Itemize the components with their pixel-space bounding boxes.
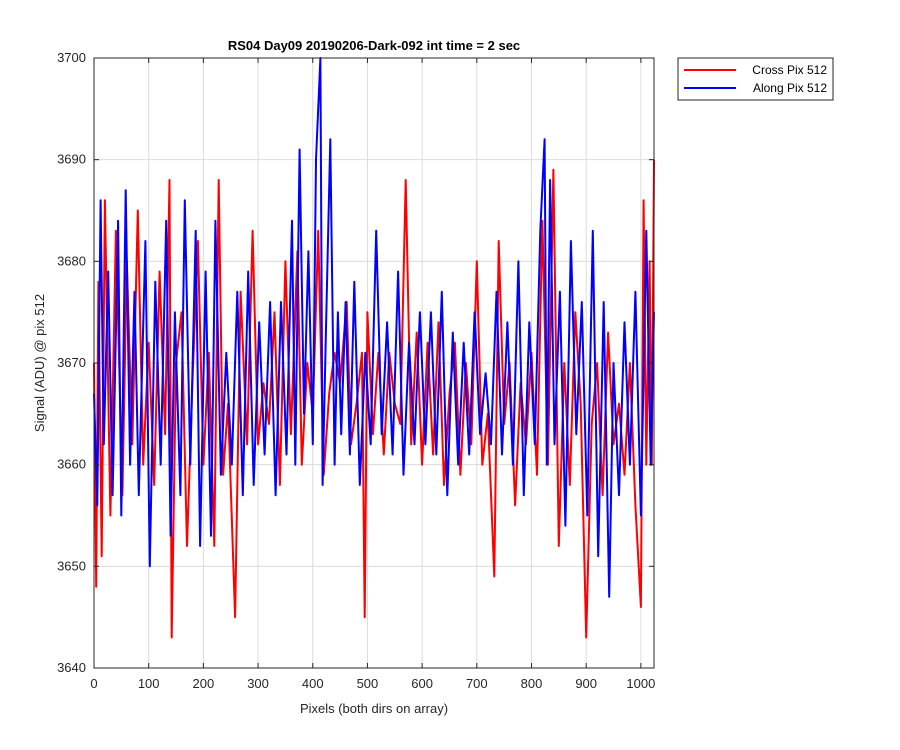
legend-box (677, 57, 834, 101)
y-axis-title: Signal (ADU) @ pix 512 (32, 294, 47, 432)
series-line-along-pix (93, 57, 655, 598)
y-tick-label: 3680 (57, 253, 86, 268)
axis-ticks: 0 100 200 300 400 500 600 700 800 900 1000 3640 3650… (57, 50, 655, 691)
x-tick-label: 300 (247, 676, 269, 691)
x-tick-label: 700 (466, 676, 488, 691)
x-tick-label: 100 (138, 676, 160, 691)
x-tick-label: 800 (521, 676, 543, 691)
y-tick-label: 3650 (57, 558, 86, 573)
x-tick-label: 0 (90, 676, 97, 691)
legend-entry-cross: Cross Pix 512 (752, 63, 827, 77)
x-tick-label: 200 (193, 676, 215, 691)
legend: Cross Pix 512 Along Pix 512 (677, 57, 834, 101)
x-tick-label: 600 (411, 676, 433, 691)
x-tick-label: 400 (302, 676, 324, 691)
series-layer (93, 57, 655, 639)
x-tick-label: 1000 (626, 676, 655, 691)
y-tick-label: 3640 (57, 660, 86, 675)
x-tick-label: 500 (357, 676, 379, 691)
y-tick-label: 3670 (57, 355, 86, 370)
legend-entry-along: Along Pix 512 (753, 81, 827, 95)
y-tick-label: 3690 (57, 152, 86, 167)
y-tick-label: 3660 (57, 457, 86, 472)
x-tick-label: 900 (575, 676, 597, 691)
chart-title: RS04 Day09 20190206-Dark-092 int time = … (228, 38, 520, 53)
y-tick-label: 3700 (57, 50, 86, 65)
x-axis-title: Pixels (both dirs on array) (300, 701, 448, 716)
